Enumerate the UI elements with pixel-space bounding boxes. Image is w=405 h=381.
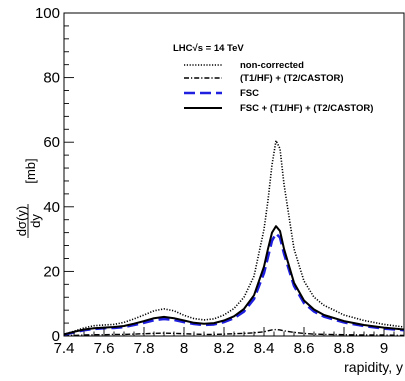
plot-frame: [63, 12, 405, 337]
legend-label-3: FSC + (T1/HF) + (T2/CASTOR): [240, 103, 373, 114]
legend-label-2: FSC: [240, 88, 259, 99]
x-tick-label: 7.6: [94, 340, 115, 357]
x-tick-label: 8.2: [214, 340, 235, 357]
x-tick-label: 7.4: [54, 340, 75, 357]
x-tick-label: 7.8: [134, 340, 155, 357]
x-axis-title: rapidity, y: [344, 359, 403, 375]
series-line-0: [63, 139, 405, 336]
x-tick-label: 8: [180, 340, 188, 357]
legend: LHC√s = 14 TeV non-corrected (T1/HF) + (T2…: [173, 43, 373, 114]
series-line-1: [63, 328, 405, 337]
y-tick-label: 100: [35, 5, 60, 22]
y-axis-title-denominator: dy: [28, 214, 43, 228]
y-tick-label: 0: [52, 328, 60, 345]
y-tick-label: 80: [43, 70, 60, 87]
y-tick-label: 20: [43, 263, 60, 280]
series-line-2: [63, 232, 405, 336]
y-tick-label: 60: [43, 134, 60, 151]
x-tick-label: 9: [380, 340, 388, 357]
plot-area: 7.4 7.6 7.8 8 8.2 8.4 8.6 8.8 9 0 20 40 60 80 100: [35, 5, 405, 357]
x-tick-label: 8.8: [334, 340, 355, 357]
series-line-3: [63, 225, 405, 336]
x-tick-label: 8.6: [294, 340, 315, 357]
legend-label-0: non-corrected: [240, 60, 304, 71]
y-axis-title: dσ(y) dy [mb]: [14, 158, 43, 238]
y-axis-title-unit: [mb]: [23, 158, 38, 183]
x-tick-label: 8.4: [254, 340, 275, 357]
legend-label-1: (T1/HF) + (T2/CASTOR): [240, 73, 344, 84]
legend-header: LHC√s = 14 TeV: [173, 43, 244, 54]
y-axis-title-numerator: dσ(y): [14, 206, 29, 236]
y-tick-label: 40: [43, 199, 60, 216]
